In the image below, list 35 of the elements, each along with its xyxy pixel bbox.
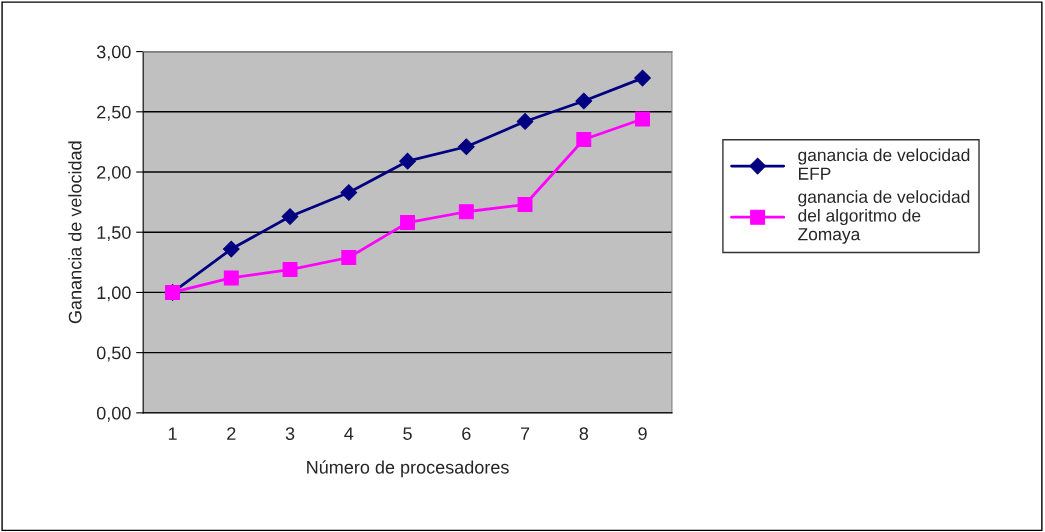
point	[634, 69, 651, 87]
point	[400, 215, 416, 231]
y-tick-label: 2,50	[97, 105, 131, 121]
y-tick-label: 1,00	[97, 286, 131, 302]
y-tick-label: 2,00	[97, 165, 131, 181]
x-tick-label: 4	[344, 427, 354, 440]
x-tick-label: 2	[227, 427, 236, 440]
point	[575, 92, 593, 110]
x-tick-label: 7	[520, 427, 530, 440]
x-tick-label: 3	[285, 427, 295, 440]
point	[458, 204, 474, 220]
x-axis-title: Número de procesadores	[307, 460, 509, 478]
y-tick-label: 3,00	[96, 45, 131, 61]
x-tick-label: 6	[462, 427, 471, 440]
point	[635, 111, 651, 127]
point	[340, 184, 358, 201]
point	[576, 132, 592, 147]
y-tick-label: 1,50	[97, 226, 131, 242]
x-tick-label: 5	[403, 427, 412, 440]
y-tick-label: 0,50	[96, 346, 131, 362]
x-tick-label: 1	[168, 427, 177, 440]
point	[516, 113, 534, 130]
x-tick-label: 8	[579, 427, 589, 440]
legend-label: ganancia de velocidad del algoritmo de Zomaya	[798, 190, 970, 244]
y-tick-label: 0,00	[96, 406, 131, 422]
point	[341, 250, 357, 265]
point	[282, 262, 298, 278]
point	[281, 208, 299, 225]
point	[457, 138, 475, 156]
point	[517, 197, 533, 212]
point	[222, 240, 240, 258]
x-tick-label: 9	[638, 427, 647, 440]
point	[399, 152, 416, 170]
point	[223, 270, 239, 286]
y-axis-title: Ganancia de velocidad	[68, 141, 82, 324]
